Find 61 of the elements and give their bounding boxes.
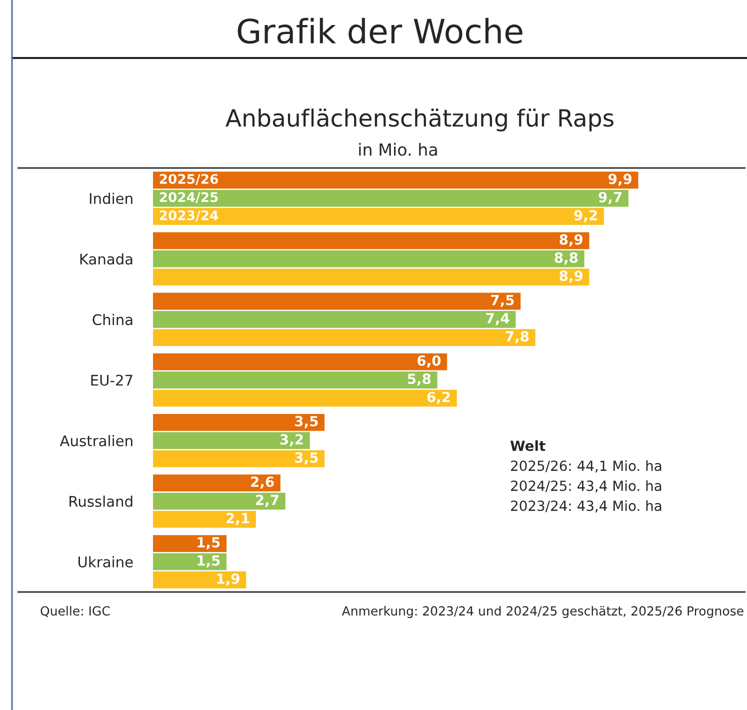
chart-title: Anbauflächenschätzung für Raps (226, 108, 614, 132)
data-label: 8,8 (554, 252, 578, 265)
data-label: 7,5 (491, 294, 514, 308)
series-label: 2023/24 (160, 210, 218, 222)
data-label: 7,8 (506, 331, 529, 344)
bar (153, 208, 604, 225)
data-label: 1,9 (217, 573, 240, 586)
data-label: 3,2 (280, 434, 303, 446)
text: Anmerkung: 2023/24 und 2024/25 geschätzt, 2025/26 Prognose (342, 606, 744, 618)
bar (153, 268, 590, 286)
bar (153, 450, 325, 468)
data-label: 8,9 (560, 234, 583, 246)
bar (153, 232, 590, 250)
y-tick-label: Russland (70, 496, 132, 507)
data-label: 2,7 (256, 494, 278, 507)
bar (153, 492, 286, 510)
bar (153, 329, 536, 346)
data-label: 9,9 (608, 174, 632, 186)
bar (153, 372, 438, 388)
bar (153, 510, 256, 528)
y-tick-label: Ukraine (78, 556, 133, 568)
bar (153, 432, 310, 450)
data-label: 1,5 (198, 537, 220, 550)
series-label: 2025/26 (160, 174, 218, 185)
y-tick-label: Indien (90, 192, 132, 204)
annotation: 2025/26: 44,1 Mio. ha (511, 460, 662, 472)
data-label: 9,7 (598, 192, 622, 204)
text: Grafik der Woche (238, 18, 522, 44)
bar (153, 190, 628, 207)
bar (153, 390, 457, 407)
bar (153, 474, 280, 492)
bar (153, 553, 227, 570)
data-label: 1,5 (198, 555, 220, 568)
data-label: 9,2 (574, 210, 597, 222)
bar (153, 571, 246, 588)
bar (153, 310, 516, 328)
bar (153, 292, 521, 310)
y-tick-label: Kanada (80, 253, 132, 265)
data-label: 2,6 (251, 476, 274, 489)
series-label: 2024/25 (160, 192, 218, 204)
annotation: Welt (510, 440, 546, 452)
data-label: 2,1 (226, 512, 250, 526)
data-label: 8,9 (560, 270, 583, 283)
bar (153, 535, 227, 552)
bar (153, 353, 448, 370)
chart-subtitle: in Mio. ha (359, 142, 437, 156)
bar (153, 414, 325, 431)
annotation: 2023/24: 43,4 Mio. ha (511, 500, 662, 512)
data-label: 7,4 (486, 313, 510, 326)
y-tick-label: EU-27 (91, 374, 132, 386)
data-label: 6,0 (418, 355, 441, 368)
annotation: 2024/25: 43,4 Mio. ha (511, 480, 662, 492)
y-tick-label: Australien (60, 435, 132, 446)
bar (153, 172, 638, 189)
data-label: 6,2 (427, 392, 450, 404)
source-note: Quelle: IGC (40, 606, 110, 618)
data-label: 3,5 (295, 416, 318, 428)
data-label: 5,8 (408, 374, 431, 386)
bar (153, 250, 584, 268)
data-label: 3,5 (295, 452, 318, 465)
y-tick-label: China (92, 314, 132, 326)
